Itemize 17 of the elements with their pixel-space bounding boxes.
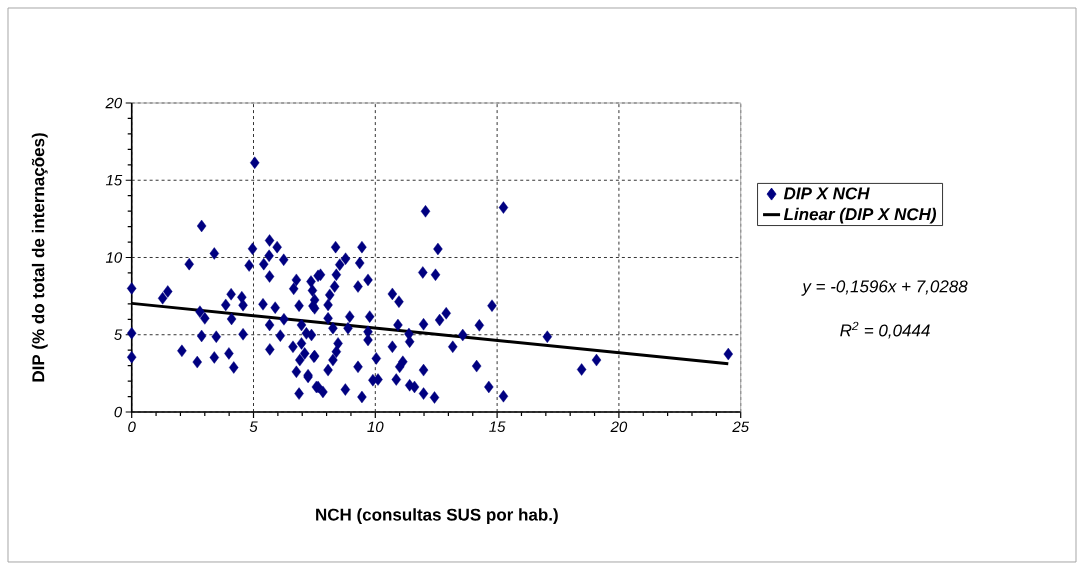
y-tick-label: 15 (105, 175, 123, 186)
text: R$^{2}$ = 0,0444 (840, 321, 930, 339)
x-tick-label: 0 (128, 421, 136, 433)
x-axis-title: NCH (consultas SUS por hab.) (316, 508, 558, 525)
x-tick-label: 20 (610, 421, 628, 433)
y-tick-label: 0 (114, 406, 123, 418)
x-tick-label: 15 (489, 421, 506, 432)
y-axis-title: DIP (% do total de internações) (31, 133, 48, 382)
legend-label: Linear (DIP X NCH) (783, 207, 937, 224)
y-tick-label: 5 (114, 329, 123, 340)
x-tick-label: 5 (249, 421, 258, 432)
y-tick-label: 10 (105, 252, 123, 263)
x-tick-label: 10 (367, 421, 384, 433)
x-tick-label: 25 (732, 421, 750, 433)
y-tick-label: 20 (105, 97, 123, 109)
text: y = -0,1596x + 7,0288 (801, 280, 968, 296)
legend-label: DIP X NCH (783, 187, 870, 200)
